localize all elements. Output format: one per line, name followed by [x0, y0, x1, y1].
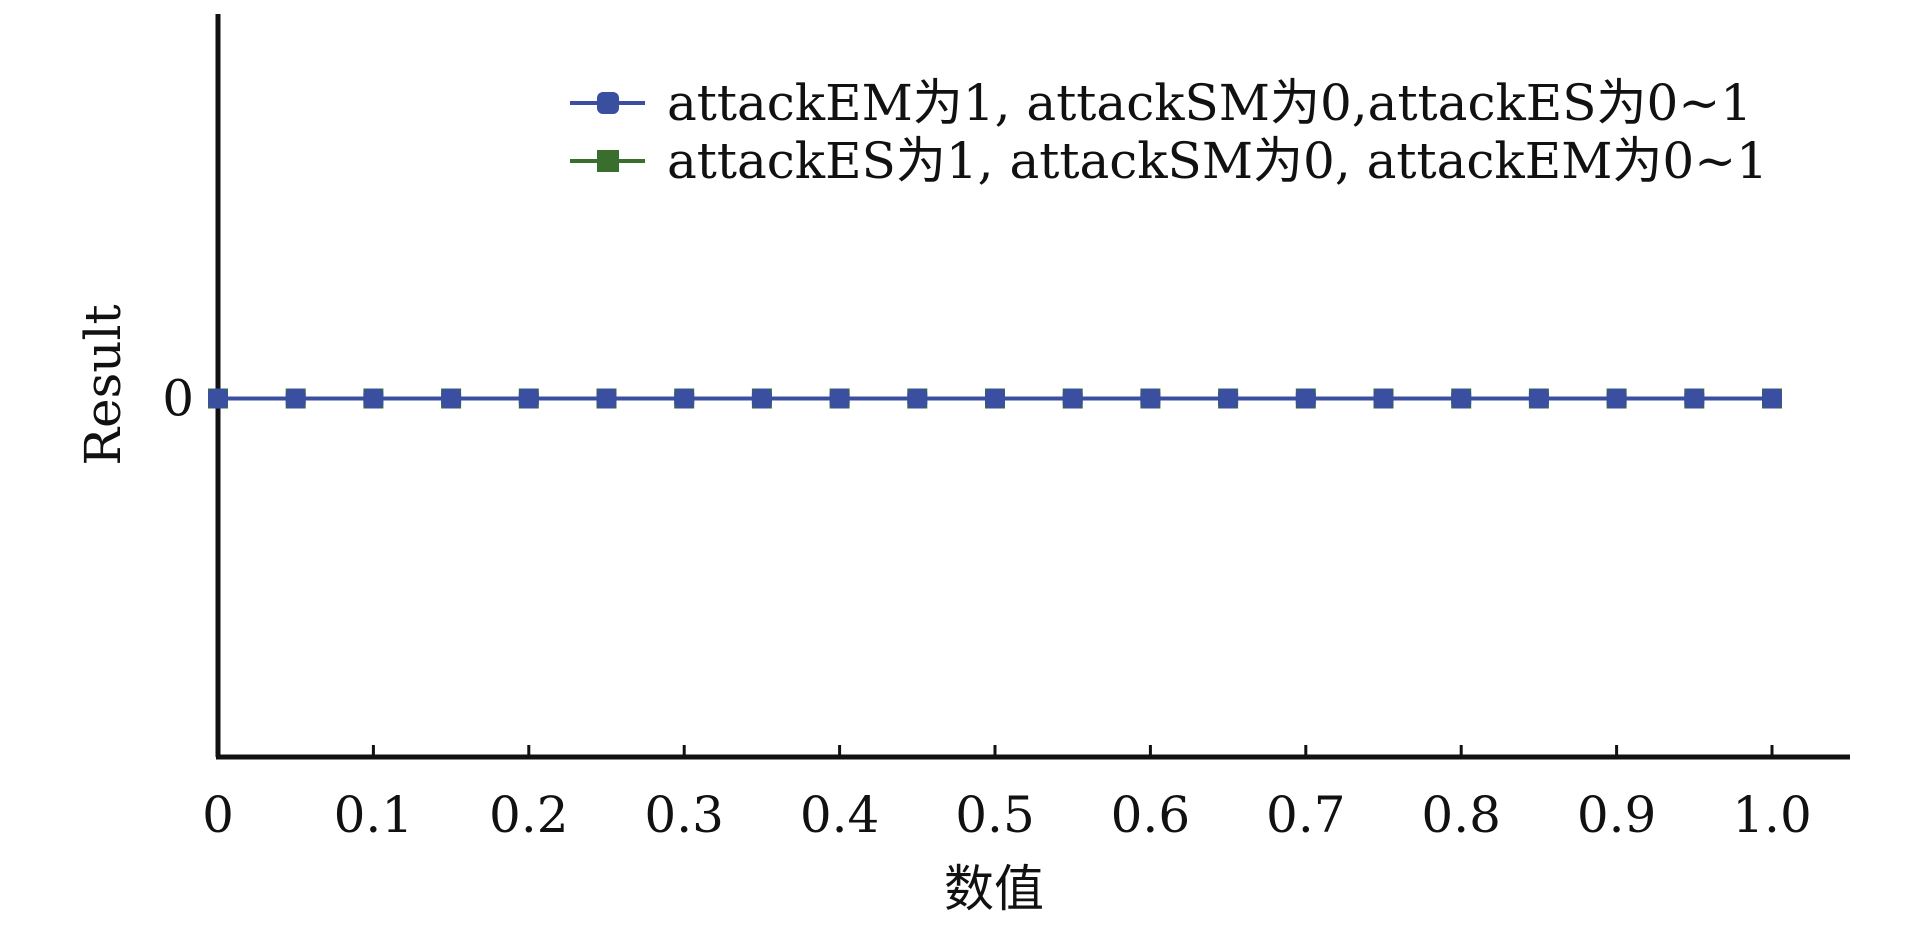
- data-point: [363, 388, 384, 409]
- x-tick-label: 0.4: [800, 786, 880, 844]
- data-point: [907, 388, 928, 409]
- y-tick-label: 0: [162, 370, 194, 428]
- axes: Result 数值: [74, 14, 1850, 918]
- data-point: [1140, 388, 1161, 409]
- x-tick-label: 0.5: [955, 786, 1035, 844]
- series: [208, 388, 1782, 409]
- x-tick-label: 1.0: [1732, 786, 1812, 844]
- legend-marker: [597, 150, 619, 172]
- x-axis-label: 数值: [944, 860, 1044, 918]
- data-point: [829, 388, 850, 409]
- x-tick-label: 0.9: [1577, 786, 1657, 844]
- data-point: [596, 388, 617, 409]
- x-tick-label: 0.6: [1111, 786, 1191, 844]
- x-tick-label: 0.2: [489, 786, 569, 844]
- legend-marker: [597, 92, 619, 114]
- data-point: [1606, 388, 1627, 409]
- y-axis-label: Result: [74, 304, 132, 465]
- x-tick-label: 0.7: [1266, 786, 1346, 844]
- data-point: [1684, 388, 1705, 409]
- data-point: [1451, 388, 1472, 409]
- data-point: [1762, 388, 1782, 409]
- x-tick-label: 0.8: [1421, 786, 1501, 844]
- data-point: [285, 388, 306, 409]
- data-point: [518, 388, 539, 409]
- x-tick-label: 0.3: [644, 786, 724, 844]
- data-point: [674, 388, 695, 409]
- legend-entry-label: attackES为1, attackSM为0, attackEM为0~1: [667, 132, 1768, 190]
- data-point: [751, 388, 772, 409]
- data-point: [441, 388, 462, 409]
- data-point: [985, 388, 1005, 409]
- ticks: 0 0.1 0.2 0.3 0.4 0.5 0.6 0.7 0.8 0.9 1.0 0: [162, 370, 1812, 845]
- data-point: [1218, 388, 1239, 409]
- legend: attackEM为1, attackSM为0,attackES为0~1attac…: [570, 74, 1768, 190]
- data-point: [208, 388, 228, 409]
- x-tick-label: 0.1: [334, 786, 414, 844]
- data-point: [1373, 388, 1394, 409]
- legend-entry-label: attackEM为1, attackSM为0,attackES为0~1: [667, 74, 1752, 132]
- data-point: [1295, 388, 1316, 409]
- x-tick-label: 0: [202, 786, 234, 844]
- data-point: [1528, 388, 1549, 409]
- data-point: [1062, 388, 1083, 409]
